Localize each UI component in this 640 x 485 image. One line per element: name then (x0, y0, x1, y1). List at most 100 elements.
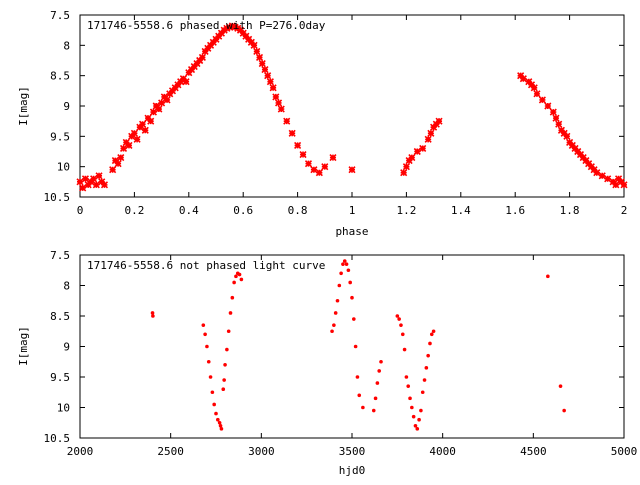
data-point (379, 359, 383, 364)
data-point (264, 72, 272, 80)
data-point (109, 166, 117, 174)
data-point (250, 41, 258, 49)
data-point (117, 154, 125, 162)
data-point (546, 274, 550, 279)
data-point (130, 129, 138, 137)
data-point (330, 329, 334, 334)
data-point (151, 314, 155, 318)
data-point (402, 163, 410, 171)
data-point (408, 396, 412, 401)
data-point (205, 344, 209, 349)
data-point (435, 117, 443, 125)
data-point (258, 59, 266, 68)
data-point (562, 408, 566, 413)
data-point (226, 23, 234, 31)
data-point (563, 132, 571, 140)
data-point (163, 96, 171, 104)
data-point (119, 144, 128, 153)
data-point (283, 117, 291, 125)
y-tick-label: 7.5 (50, 249, 70, 262)
data-point (538, 96, 546, 104)
data-point (206, 359, 211, 364)
data-point (417, 417, 421, 422)
x-tick-label: 0.4 (179, 204, 199, 217)
data-point (208, 375, 213, 379)
data-point (315, 169, 323, 177)
phased-plot-title: 171746-5558.6 phased with P=276.0day (87, 19, 326, 32)
data-point (332, 323, 336, 327)
x-tick-label: 1.6 (505, 204, 525, 217)
x-tick-label: 1.8 (560, 204, 580, 217)
data-point (357, 393, 362, 398)
x-tick-label: 3000 (248, 445, 275, 458)
data-point (375, 381, 380, 385)
phased-plot-panel: 0 0.2 0.4 0.6 0.8 1 1.2 1.4 1.6 1.8 2 7.5 8 8.5 9 9.5 1… (17, 9, 628, 238)
data-point (228, 22, 236, 30)
data-point (310, 166, 318, 174)
data-point (274, 99, 283, 107)
x-tick-label: 4500 (520, 445, 547, 458)
x-tick-label: 0.8 (288, 204, 308, 217)
data-point (346, 268, 351, 273)
data-point (333, 311, 338, 315)
data-point (226, 329, 231, 334)
x-tick-label: 4000 (429, 445, 456, 458)
unphased-plot-title: 171746-5558.6 not phased light curve (87, 259, 325, 272)
y-tick-label: 9 (63, 100, 70, 113)
data-point (612, 181, 620, 189)
data-point (395, 314, 400, 318)
unphased-data-points (150, 259, 566, 431)
x-tick-label: 2000 (67, 445, 94, 458)
data-point (221, 387, 226, 392)
x-tick-label: 0.6 (233, 204, 253, 217)
data-point (261, 66, 269, 74)
data-point (339, 271, 343, 276)
data-point (335, 298, 340, 303)
data-point (419, 408, 423, 413)
data-point (76, 178, 84, 186)
data-point (255, 53, 264, 62)
x-tick-label: 0 (77, 204, 84, 217)
data-point (558, 384, 563, 388)
data-point (228, 311, 233, 315)
data-point (223, 24, 231, 32)
data-point (222, 378, 226, 382)
data-point (415, 427, 420, 431)
data-point (158, 99, 166, 107)
data-point (530, 84, 538, 92)
data-point (81, 175, 90, 183)
data-point (353, 344, 358, 349)
data-point (337, 283, 342, 288)
data-point (114, 160, 122, 168)
y-tick-label: 8 (63, 280, 70, 293)
data-point (299, 150, 307, 159)
x-tick-label: 5000 (611, 445, 638, 458)
y-tick-label: 10 (57, 161, 70, 174)
data-point (377, 369, 382, 373)
data-point (294, 141, 302, 149)
data-point (230, 295, 235, 300)
data-point (133, 135, 141, 143)
data-point (410, 405, 414, 410)
data-point (420, 390, 425, 395)
data-point (431, 329, 436, 334)
data-point (266, 78, 274, 86)
data-point (210, 390, 215, 395)
data-point (150, 311, 155, 315)
data-point (321, 163, 329, 171)
data-point (147, 117, 155, 125)
data-point (593, 169, 601, 177)
data-point (212, 402, 216, 407)
data-point (429, 332, 434, 337)
data-point (344, 262, 349, 266)
data-point (214, 411, 218, 416)
data-point (544, 102, 552, 110)
data-point (234, 274, 238, 279)
data-point (400, 332, 405, 337)
data-point (424, 135, 432, 143)
phased-y-axis-label: I[mag] (17, 86, 30, 126)
data-point (348, 166, 356, 174)
